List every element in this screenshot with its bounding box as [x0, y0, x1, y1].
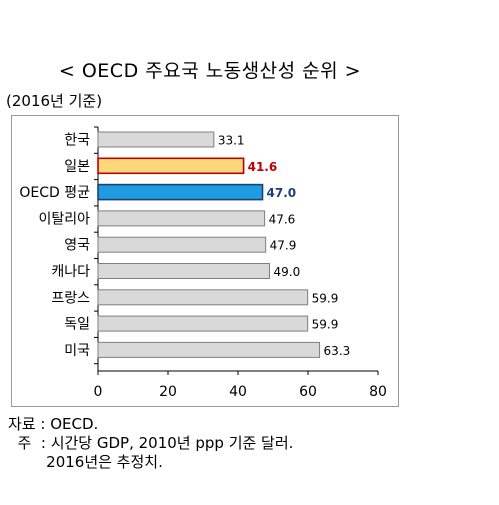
data-label: 47.9 — [270, 239, 297, 253]
bar — [97, 236, 267, 253]
data-label: 59.9 — [312, 291, 339, 305]
data-label: 59.9 — [312, 318, 339, 332]
plot-frame — [11, 115, 399, 407]
category-label: 이탈리아 — [38, 211, 90, 227]
x-tick-label: 40 — [229, 384, 247, 400]
data-label: 33.1 — [218, 134, 245, 148]
category-label: OECD 평균 — [19, 185, 90, 201]
bar — [97, 183, 264, 201]
x-tick-label: 0 — [94, 384, 103, 400]
bar — [97, 210, 266, 227]
data-label: 63.3 — [324, 344, 351, 358]
chart-title: < OECD 주요국 노동생산성 순위 > — [58, 60, 362, 82]
bar — [97, 315, 309, 332]
bar — [97, 341, 321, 358]
category-label: 프랑스 — [51, 290, 90, 306]
source-note: 자료 : OECD. — [8, 415, 99, 433]
category-label: 캐나다 — [51, 264, 90, 280]
category-label: 일본 — [64, 159, 90, 175]
bar — [97, 263, 270, 279]
category-label: 영국 — [64, 238, 90, 254]
bar — [97, 289, 309, 306]
data-label: 49.0 — [274, 265, 301, 279]
category-label: 한국 — [64, 133, 90, 149]
estimate-note: 2016년은 추정치. — [8, 453, 163, 471]
x-tick-label: 20 — [159, 384, 177, 400]
category-label: 미국 — [64, 343, 90, 359]
bar — [97, 131, 215, 148]
data-label: 41.6 — [248, 160, 278, 174]
footnotes: 자료 : OECD. 주 : 시간당 GDP, 2010년 ppp 기준 달러.… — [8, 415, 293, 472]
chart-subtitle: (2016년 기준) — [6, 92, 103, 110]
data-label: 47.6 — [269, 212, 296, 226]
x-tick-label: 60 — [299, 384, 317, 400]
unit-note: 주 : 시간당 GDP, 2010년 ppp 기준 달러. — [8, 434, 294, 452]
category-label: 독일 — [64, 317, 90, 333]
x-tick-label: 80 — [369, 384, 387, 400]
bar — [97, 157, 245, 175]
data-label: 47.0 — [267, 186, 297, 200]
